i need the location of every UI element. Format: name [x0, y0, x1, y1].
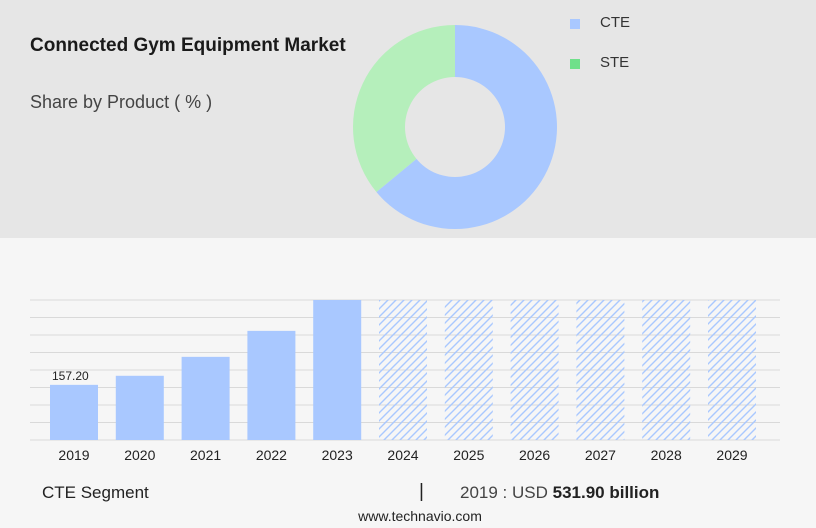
- x-tick-label: 2029: [716, 447, 747, 463]
- forecast-bar-2026: [510, 300, 559, 440]
- x-tick-label: 2026: [519, 447, 550, 463]
- bar-data-label: 157.20: [52, 369, 89, 383]
- donut-slice-ste: [352, 25, 455, 193]
- donut-chart: [352, 25, 558, 230]
- forecast-bar-2025: [444, 300, 493, 440]
- legend-label-cte: CTE: [600, 14, 630, 31]
- chart-title: Connected Gym Equipment Market: [30, 35, 346, 56]
- bar-2022: [247, 330, 296, 440]
- segment-value: 2019 : USD 531.90 billion: [460, 483, 659, 503]
- segment-value-amount: 531.90 billion: [552, 483, 660, 502]
- chart-subtitle: Share by Product ( % ): [30, 92, 213, 112]
- forecast-bar-2029: [708, 300, 756, 440]
- donut-slice-cte: [376, 25, 558, 230]
- x-tick-label: 2019: [58, 447, 89, 463]
- bar-2021: [181, 356, 230, 440]
- x-tick-label: 2028: [651, 447, 682, 463]
- footer-separator: |: [419, 481, 424, 502]
- x-tick-label: 2021: [190, 447, 221, 463]
- legend-label-ste: STE: [600, 54, 630, 71]
- bar-2020: [115, 375, 164, 440]
- forecast-bar-2028: [642, 300, 691, 440]
- source-link[interactable]: www.technavio.com: [358, 508, 482, 524]
- x-tick-label: 2020: [124, 447, 155, 463]
- legend-swatch-cte: [570, 19, 580, 29]
- segment-year-prefix: 2019 : USD: [460, 483, 548, 502]
- segment-label: CTE Segment: [42, 483, 149, 502]
- bar-chart: 2019 157.20 2020 2021 2022 2023 2024 2025 2026 20…: [50, 300, 756, 463]
- forecast-bar-2024: [379, 300, 427, 440]
- x-tick-label: 2025: [453, 447, 484, 463]
- bar-2019: [50, 384, 98, 440]
- forecast-bar-2027: [576, 300, 625, 440]
- x-tick-label: 2022: [256, 447, 287, 463]
- legend-swatch-ste: [570, 59, 580, 69]
- x-tick-label: 2024: [387, 447, 418, 463]
- x-tick-label: 2023: [322, 447, 353, 463]
- x-tick-label: 2027: [585, 447, 616, 463]
- bar-2023: [313, 300, 362, 440]
